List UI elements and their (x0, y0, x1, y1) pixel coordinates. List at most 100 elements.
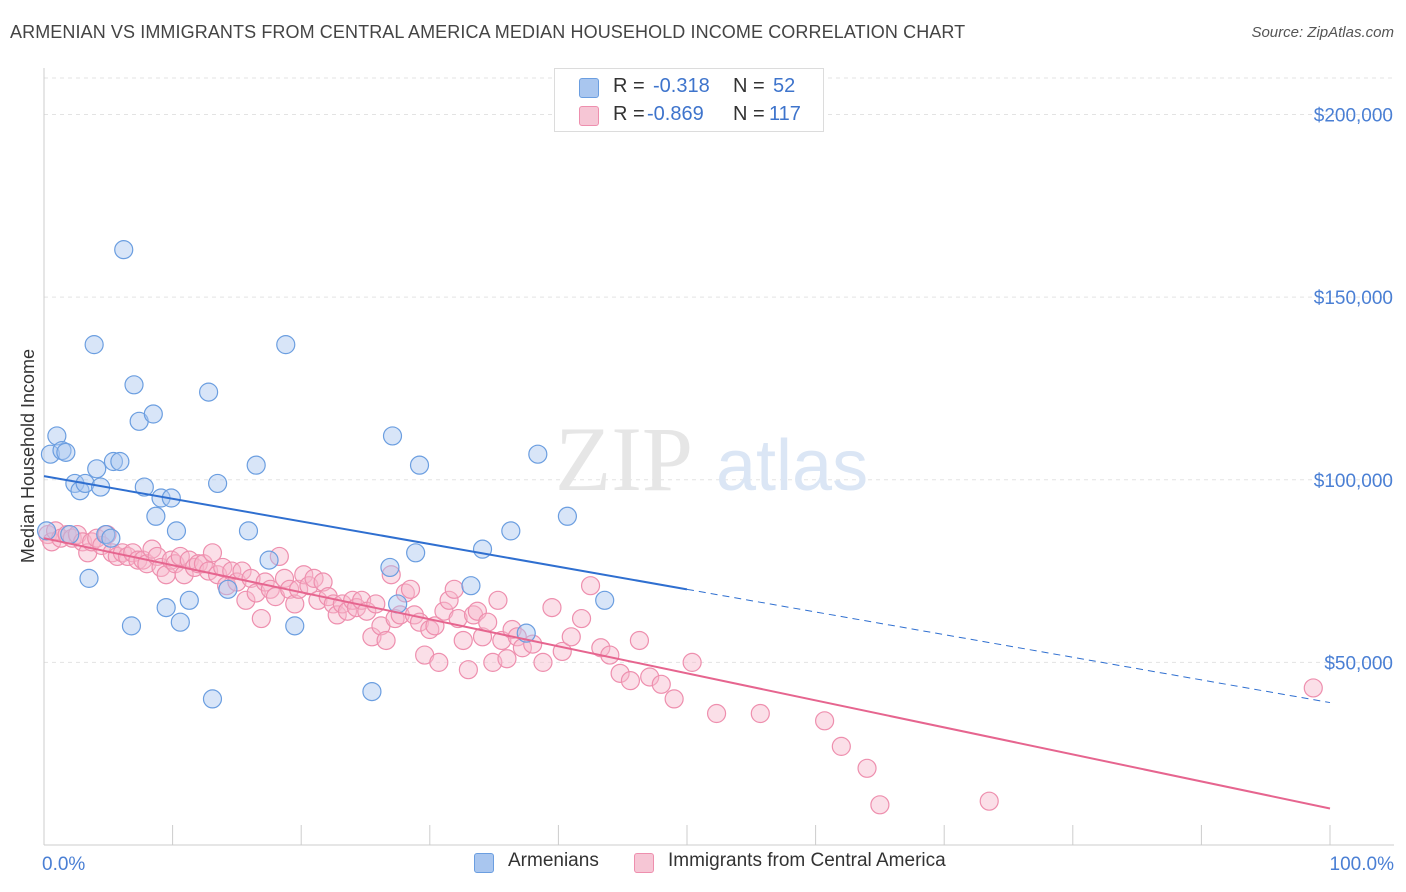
data-point-armenian (238, 521, 259, 541)
data-point-central-america (400, 579, 421, 599)
data-point-armenian (208, 473, 228, 494)
data-point-armenian (276, 335, 296, 355)
data-point-armenian (557, 506, 578, 526)
data-point-armenian (202, 689, 223, 709)
source-credit: Source: ZipAtlas.com (1251, 24, 1394, 41)
data-point-central-america (294, 565, 314, 585)
data-point-central-america (857, 758, 877, 778)
data-point-central-america (533, 652, 553, 672)
data-point-central-america (381, 565, 401, 585)
data-point-central-america (313, 572, 333, 592)
data-point-central-america (327, 605, 347, 625)
data-point-armenian (409, 455, 430, 475)
y-tick-labels: $50,000 $100,000 $150,000 $200,000 (1314, 106, 1393, 675)
data-point-central-america (870, 795, 890, 815)
data-point-armenian (121, 616, 142, 636)
legend-row-central-america: R = -0.869 N = 117 (555, 101, 823, 131)
data-point-armenian (259, 550, 279, 570)
data-point-armenian (114, 240, 134, 260)
chart-title: ARMENIAN VS IMMIGRANTS FROM CENTRAL AMER… (10, 22, 966, 42)
data-point-central-america (497, 649, 517, 669)
x-tick-label-min: 0.0% (42, 854, 85, 875)
data-point-armenian (84, 335, 104, 355)
data-point-central-america (376, 630, 396, 651)
data-point-central-america (979, 791, 999, 811)
data-point-armenian (36, 521, 57, 541)
data-point-armenian (179, 590, 199, 610)
data-point-central-america (682, 652, 702, 672)
data-point-armenian (87, 459, 107, 479)
data-point-armenian (501, 521, 521, 541)
y-tick-label: $50,000 (1324, 653, 1393, 674)
data-point-central-america (222, 561, 242, 581)
data-point-central-america (420, 619, 440, 640)
bottom-legend-label-central-america: Immigrants from Central America (668, 850, 946, 871)
data-point-armenian (124, 375, 144, 395)
correlation-legend: R = -0.318 N = 52 R = -0.869 N = 117 (554, 68, 824, 132)
legend-n-value-central-america: 117 (769, 103, 801, 125)
data-point-armenian (146, 506, 166, 526)
data-point-armenian (166, 521, 187, 541)
data-point-central-america (561, 627, 581, 647)
data-point-central-america (285, 594, 305, 614)
data-point-central-america (640, 667, 660, 687)
data-point-central-america (251, 608, 271, 629)
data-point-central-america (831, 736, 851, 756)
legend-r-label: R = (613, 103, 645, 125)
data-point-armenian (406, 543, 426, 563)
y-tick-label: $150,000 (1314, 288, 1393, 309)
data-point-central-america (571, 608, 592, 629)
bottom-legend-swatch-armenians (474, 853, 494, 873)
legend-row-armenians: R = -0.318 N = 52 (555, 73, 823, 103)
y-tick-label: $100,000 (1314, 471, 1393, 492)
data-point-central-america (202, 543, 223, 563)
data-point-armenian (56, 442, 76, 462)
data-point-central-america (444, 579, 464, 599)
data-point-central-america (483, 652, 503, 672)
data-point-armenian (110, 451, 130, 472)
y-axis-label: Median Household Income (18, 349, 38, 563)
legend-r-label: R = (613, 75, 645, 97)
data-point-central-america (269, 546, 289, 567)
data-point-armenian (218, 579, 238, 599)
watermark-atlas: atlas (716, 426, 868, 506)
data-point-armenian (595, 590, 615, 610)
legend-r-value-armenians: -0.318 (653, 75, 710, 97)
bottom-legend-label-armenians: Armenians (508, 850, 599, 871)
watermark-zip: ZIP (555, 408, 693, 510)
data-point-central-america (458, 660, 478, 680)
data-point-central-america (274, 568, 295, 588)
data-point-armenian (96, 524, 116, 545)
trend-line-armenians (43, 475, 688, 591)
trend-lines (43, 475, 1331, 810)
data-point-central-america (610, 663, 630, 683)
trend-line-central-america (43, 537, 1331, 810)
data-point-central-america (488, 590, 508, 610)
data-point-armenian (79, 568, 99, 588)
data-point-armenian (101, 528, 121, 548)
legend-swatch-armenians (579, 78, 599, 98)
data-point-armenian (380, 557, 400, 578)
x-tick-label-max: 100.0% (1330, 854, 1395, 875)
data-point-central-america (706, 703, 727, 724)
data-point-armenian (528, 444, 548, 464)
data-point-armenian (47, 426, 67, 446)
data-point-central-america (542, 597, 562, 618)
data-point-central-america (236, 590, 256, 610)
data-point-armenian (246, 455, 266, 475)
data-point-armenian (461, 576, 481, 596)
data-point-armenian (143, 404, 163, 424)
data-point-central-america (188, 554, 208, 574)
x-ticks (43, 825, 1331, 845)
data-point-armenian (285, 616, 305, 636)
data-point-armenian (199, 382, 219, 402)
data-point-central-america (439, 590, 459, 610)
y-tick-label: $200,000 (1314, 106, 1393, 127)
watermark: ZIP atlas (555, 408, 868, 510)
trend-line-armenians-extrapolated (686, 588, 1331, 704)
legend-n-value-armenians: 52 (773, 75, 796, 97)
data-point-central-america (453, 630, 473, 651)
points-central-america (38, 521, 1323, 815)
data-point-armenian (362, 681, 382, 702)
